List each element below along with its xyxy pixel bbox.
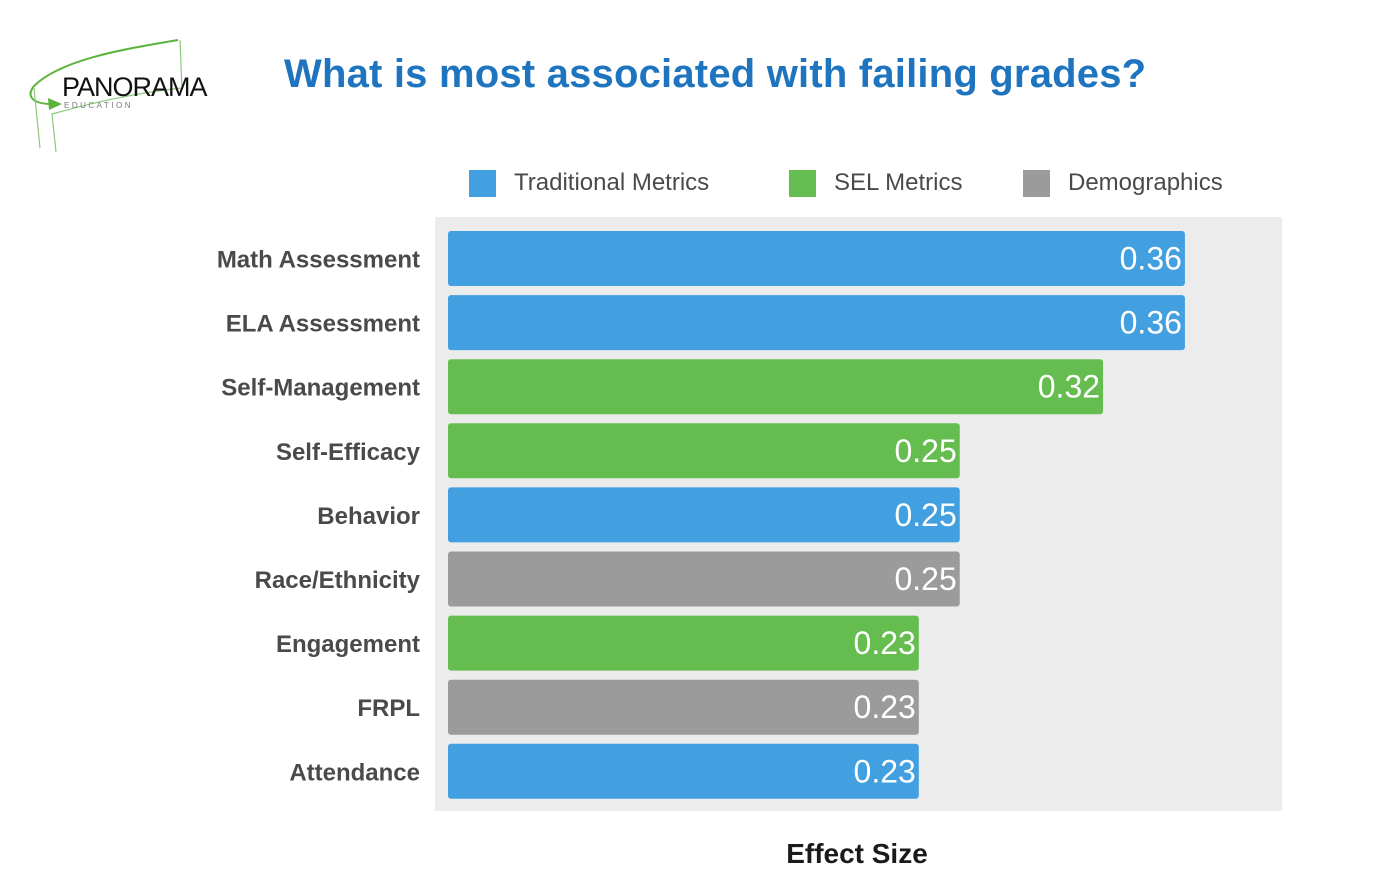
value-label: 0.25: [894, 433, 956, 469]
category-label: Engagement: [276, 631, 420, 658]
bar: [448, 551, 960, 607]
bar: [448, 359, 1104, 415]
logo-arrow: [48, 98, 62, 110]
panorama-education-logo: PANORAMA EDUCATION: [29, 39, 209, 153]
legend-swatch: [789, 169, 816, 197]
value-label: 0.23: [854, 689, 916, 725]
legend-item-traditional: Traditional Metrics: [469, 168, 709, 198]
bar: [448, 743, 919, 799]
bar-group: Self-Management 0.32: [221, 359, 1104, 415]
bar-group: FRPL 0.23: [357, 679, 919, 735]
x-axis-label: Effect Size: [786, 838, 928, 869]
bar-group: Self-Efficacy 0.25: [276, 423, 960, 479]
bar-group: Behavior 0.25: [317, 487, 960, 543]
bar: [448, 615, 919, 671]
category-label: FRPL: [357, 695, 420, 722]
category-label: Attendance: [289, 759, 420, 786]
legend-item-demographics: Demographics: [1023, 168, 1223, 198]
bar: [448, 679, 919, 735]
category-label: ELA Assessment: [226, 311, 420, 338]
bar: [448, 231, 1185, 286]
value-label: 0.36: [1120, 305, 1182, 341]
category-label: Self-Management: [221, 375, 420, 402]
logo-sub-text: EDUCATION: [64, 101, 133, 110]
legend-label: Traditional Metrics: [514, 169, 710, 196]
legend-swatch: [1023, 169, 1050, 197]
value-label: 0.32: [1038, 369, 1100, 405]
category-label: Race/Ethnicity: [255, 567, 421, 594]
value-label: 0.25: [894, 561, 956, 597]
legend-label: Demographics: [1068, 169, 1223, 196]
chart-title: What is most associated with failing gra…: [284, 52, 1147, 96]
value-label: 0.23: [854, 625, 916, 661]
value-label: 0.36: [1120, 241, 1182, 277]
value-label: 0.23: [854, 753, 916, 789]
bar-group: Race/Ethnicity 0.25: [255, 551, 960, 607]
category-label: Math Assessment: [217, 247, 420, 274]
bar-group: Attendance 0.23: [289, 743, 919, 799]
legend-item-sel: SEL Metrics: [789, 168, 962, 198]
bar-group: ELA Assessment 0.36: [226, 295, 1185, 351]
bar-group: Math Assessment 0.36: [217, 231, 1185, 286]
bar-group: Engagement 0.23: [276, 615, 919, 671]
bar: [448, 295, 1185, 351]
category-label: Behavior: [317, 503, 420, 530]
bar: [448, 423, 960, 479]
category-label: Self-Efficacy: [276, 439, 421, 466]
legend-label: SEL Metrics: [834, 169, 963, 196]
legend-swatch: [469, 169, 496, 197]
bar: [448, 487, 960, 543]
logo-brand-text: PANORAMA: [62, 72, 208, 102]
value-label: 0.25: [894, 497, 956, 533]
